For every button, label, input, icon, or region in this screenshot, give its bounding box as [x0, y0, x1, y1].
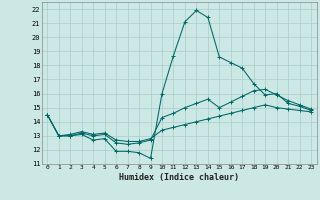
- X-axis label: Humidex (Indice chaleur): Humidex (Indice chaleur): [119, 173, 239, 182]
